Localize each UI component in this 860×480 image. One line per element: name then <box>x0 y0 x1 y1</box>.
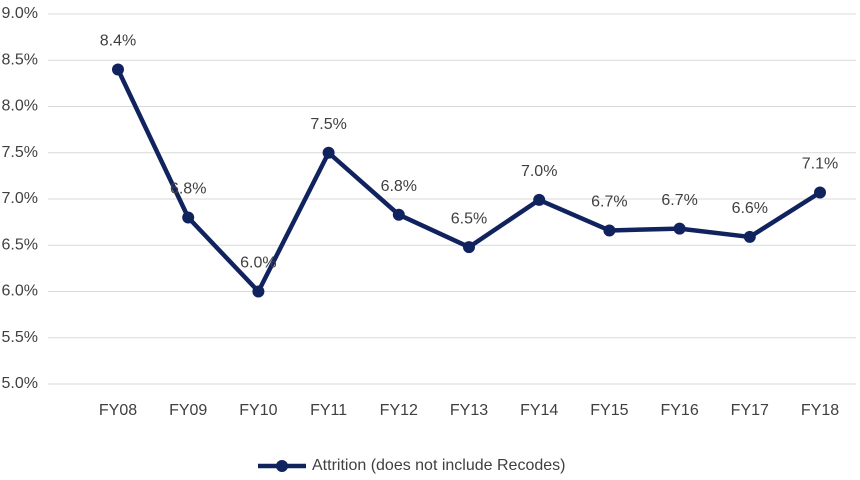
x-tick-label: FY13 <box>450 402 488 419</box>
x-tick-label: FY09 <box>169 402 207 419</box>
data-point <box>533 193 546 206</box>
x-tick-label: FY18 <box>801 402 839 419</box>
data-label: 6.6% <box>732 200 768 217</box>
data-label: 7.1% <box>802 156 838 173</box>
data-point <box>603 224 616 237</box>
data-label: 7.0% <box>521 163 557 180</box>
x-tick-label: FY17 <box>731 402 769 419</box>
y-tick-label: 8.0% <box>2 98 38 115</box>
y-tick-label: 7.0% <box>2 190 38 207</box>
data-label: 6.8% <box>381 178 417 195</box>
x-tick-label: FY16 <box>660 402 698 419</box>
y-tick-label: 5.0% <box>2 375 38 392</box>
data-point <box>743 230 756 243</box>
series-line <box>115 68 822 294</box>
x-tick-label: FY08 <box>99 402 137 419</box>
x-tick-label: FY12 <box>380 402 418 419</box>
x-tick-label: FY15 <box>590 402 628 419</box>
y-tick-label: 6.0% <box>2 283 38 300</box>
data-point <box>392 208 405 221</box>
x-tick-label: FY10 <box>239 402 277 419</box>
data-point <box>673 222 686 235</box>
x-tick-label: FY14 <box>520 402 558 419</box>
y-tick-label: 5.5% <box>2 329 38 346</box>
data-label: 7.5% <box>310 116 346 133</box>
data-label: 6.0% <box>240 255 276 272</box>
data-point <box>463 241 475 254</box>
data-label: 6.5% <box>451 210 487 227</box>
legend-label: Attrition (does not include Recodes) <box>312 457 565 474</box>
data-label: 6.7% <box>661 192 697 209</box>
y-tick-label: 6.5% <box>2 236 38 253</box>
legend-marker <box>276 460 288 472</box>
data-point <box>182 211 195 224</box>
y-tick-label: 8.5% <box>2 51 38 68</box>
data-point <box>252 285 265 298</box>
y-tick-label: 7.5% <box>2 144 38 161</box>
y-tick-label: 9.0% <box>2 5 38 22</box>
data-label: 6.7% <box>591 194 627 211</box>
data-label: 8.4% <box>100 33 136 50</box>
data-point <box>814 186 826 199</box>
data-point <box>322 146 335 159</box>
data-label: 6.8% <box>170 181 206 198</box>
data-point <box>112 63 124 76</box>
x-tick-label: FY11 <box>310 402 347 419</box>
